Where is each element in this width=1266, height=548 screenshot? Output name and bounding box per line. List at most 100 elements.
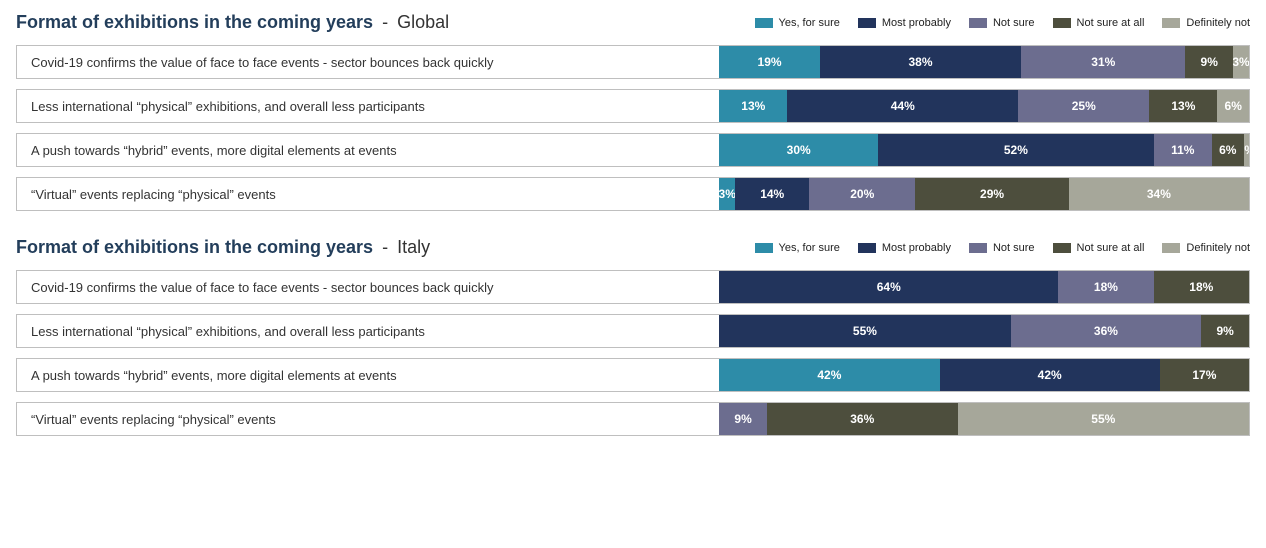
row-label: Less international “physical” exhibition… bbox=[17, 315, 719, 347]
chart-row: “Virtual” events replacing “physical” ev… bbox=[16, 177, 1250, 211]
segment-value: 1% bbox=[1244, 143, 1249, 157]
row-label: A push towards “hybrid” events, more dig… bbox=[17, 134, 719, 166]
bar-segment: 13% bbox=[1149, 90, 1217, 122]
chart-row: Less international “physical” exhibition… bbox=[16, 314, 1250, 348]
segment-value: 31% bbox=[1091, 55, 1115, 69]
panel-region: Italy bbox=[397, 237, 430, 257]
bar-segment: 44% bbox=[787, 90, 1018, 122]
bar-segment: 11% bbox=[1154, 134, 1212, 166]
legend-label: Most probably bbox=[882, 17, 951, 29]
bar-segment: 42% bbox=[719, 359, 939, 391]
segment-value: 55% bbox=[853, 324, 877, 338]
panel-title: Format of exhibitions in the coming year… bbox=[16, 237, 430, 258]
legend-swatch bbox=[1053, 18, 1071, 28]
panel-title-prefix: Format of exhibitions in the coming year… bbox=[16, 237, 373, 257]
legend-label: Yes, for sure bbox=[779, 242, 840, 254]
bar-segment: 55% bbox=[958, 403, 1249, 435]
legend-item: Definitely not bbox=[1162, 242, 1250, 254]
row-bars: 9% 36% 55% bbox=[719, 403, 1249, 435]
segment-value: 30% bbox=[787, 143, 811, 157]
legend-item: Not sure at all bbox=[1053, 242, 1145, 254]
legend-item: Most probably bbox=[858, 17, 951, 29]
title-separator: - bbox=[377, 12, 393, 32]
bar-segment: 52% bbox=[878, 134, 1153, 166]
bar-segment: 6% bbox=[1212, 134, 1244, 166]
segment-value: 13% bbox=[741, 99, 765, 113]
legend-label: Not sure at all bbox=[1077, 242, 1145, 254]
panel-header: Format of exhibitions in the coming year… bbox=[16, 12, 1250, 33]
chart-row: A push towards “hybrid” events, more dig… bbox=[16, 133, 1250, 167]
legend-swatch bbox=[1162, 18, 1180, 28]
legend-item: Yes, for sure bbox=[755, 242, 840, 254]
bar-segment: 20% bbox=[809, 178, 915, 210]
segment-value: 14% bbox=[760, 187, 784, 201]
segment-value: 9% bbox=[1216, 324, 1233, 338]
legend-swatch bbox=[1053, 243, 1071, 253]
row-bars: 3%14%20%29%34% bbox=[719, 178, 1249, 210]
segment-value: 17% bbox=[1192, 368, 1216, 382]
segment-value: 18% bbox=[1189, 280, 1213, 294]
chart-row: “Virtual” events replacing “physical” ev… bbox=[16, 402, 1250, 436]
legend-label: Yes, for sure bbox=[779, 17, 840, 29]
title-separator: - bbox=[377, 237, 393, 257]
segment-value: 3% bbox=[719, 187, 735, 201]
legend-swatch bbox=[969, 18, 987, 28]
row-bars: 55% 36% 9% bbox=[719, 315, 1249, 347]
chart-rows: Covid-19 confirms the value of face to f… bbox=[16, 270, 1250, 436]
bar-segment: 55% bbox=[719, 315, 1010, 347]
legend-swatch bbox=[969, 243, 987, 253]
row-bars: 42% 42% 17% bbox=[719, 359, 1249, 391]
segment-value: 55% bbox=[1091, 412, 1115, 426]
chart-row: Less international “physical” exhibition… bbox=[16, 89, 1250, 123]
segment-value: 64% bbox=[877, 280, 901, 294]
bar-segment: 14% bbox=[735, 178, 809, 210]
legend-swatch bbox=[858, 243, 876, 253]
segment-value: 18% bbox=[1094, 280, 1118, 294]
chart-row: A push towards “hybrid” events, more dig… bbox=[16, 358, 1250, 392]
legend-item: Not sure bbox=[969, 242, 1035, 254]
legend-swatch bbox=[1162, 243, 1180, 253]
row-bars: 30% 52% 11% 6% 1% bbox=[719, 134, 1249, 166]
bar-segment: 9% bbox=[1185, 46, 1233, 78]
segment-value: 25% bbox=[1072, 99, 1096, 113]
bar-segment: 9% bbox=[719, 403, 767, 435]
legend-swatch bbox=[858, 18, 876, 28]
bar-segment: 36% bbox=[767, 403, 958, 435]
bar-segment: 18% bbox=[1154, 271, 1249, 303]
segment-value: 6% bbox=[1225, 99, 1242, 113]
bar-segment: 1% bbox=[1244, 134, 1249, 166]
segment-value: 9% bbox=[734, 412, 751, 426]
segment-value: 38% bbox=[909, 55, 933, 69]
legend-item: Yes, for sure bbox=[755, 17, 840, 29]
bar-segment: 18% bbox=[1058, 271, 1153, 303]
bar-segment: 34% bbox=[1069, 178, 1249, 210]
bar-segment: 30% bbox=[719, 134, 878, 166]
legend-swatch bbox=[755, 243, 773, 253]
segment-value: 36% bbox=[1094, 324, 1118, 338]
panel-region: Global bbox=[397, 12, 449, 32]
bar-segment: 3% bbox=[1233, 46, 1249, 78]
row-label: A push towards “hybrid” events, more dig… bbox=[17, 359, 719, 391]
segment-value: 52% bbox=[1004, 143, 1028, 157]
bar-segment: 6% bbox=[1217, 90, 1248, 122]
legend-item: Not sure bbox=[969, 17, 1035, 29]
segment-value: 13% bbox=[1171, 99, 1195, 113]
chart-panel: Format of exhibitions in the coming year… bbox=[16, 12, 1250, 211]
chart-panel: Format of exhibitions in the coming year… bbox=[16, 237, 1250, 436]
segment-value: 19% bbox=[758, 55, 782, 69]
segment-value: 6% bbox=[1219, 143, 1236, 157]
segment-value: 42% bbox=[1038, 368, 1062, 382]
bar-segment: 17% bbox=[1160, 359, 1249, 391]
legend-label: Not sure at all bbox=[1077, 17, 1145, 29]
panel-title-prefix: Format of exhibitions in the coming year… bbox=[16, 12, 373, 32]
panel-header: Format of exhibitions in the coming year… bbox=[16, 237, 1250, 258]
segment-value: 34% bbox=[1147, 187, 1171, 201]
chart-row: Covid-19 confirms the value of face to f… bbox=[16, 270, 1250, 304]
bar-segment: 25% bbox=[1018, 90, 1149, 122]
legend-label: Definitely not bbox=[1186, 242, 1250, 254]
legend: Yes, for sure Most probably Not sure Not su… bbox=[755, 242, 1251, 254]
legend-item: Most probably bbox=[858, 242, 951, 254]
segment-value: 11% bbox=[1171, 143, 1194, 157]
row-label: Less international “physical” exhibition… bbox=[17, 90, 719, 122]
legend: Yes, for sure Most probably Not sure Not su… bbox=[755, 17, 1251, 29]
